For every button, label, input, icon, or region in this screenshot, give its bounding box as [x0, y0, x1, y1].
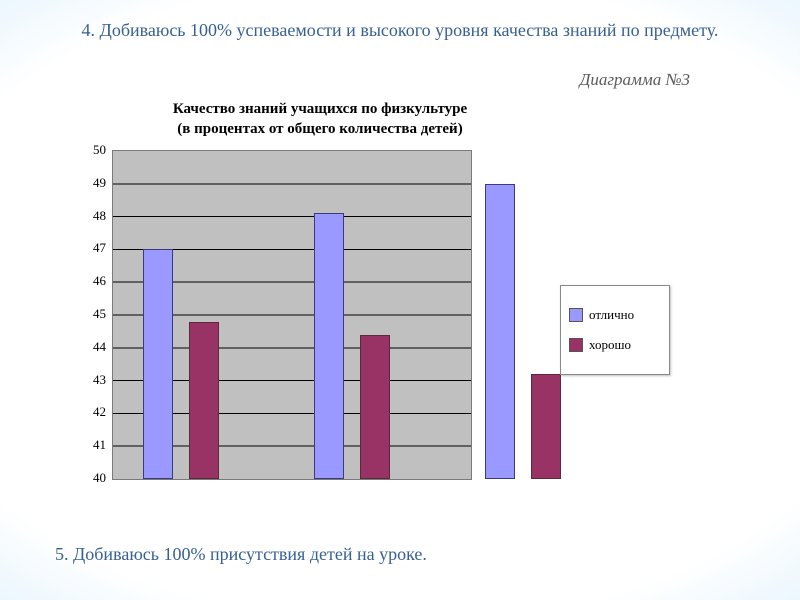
bar-excellent — [485, 184, 515, 479]
legend-item: хорошо — [569, 337, 661, 353]
bar-excellent — [143, 249, 173, 479]
bar-good — [189, 322, 219, 479]
diagram-number-label: Диаграмма №3 — [580, 70, 690, 90]
bar-good — [531, 374, 561, 479]
legend-swatch-excellent — [569, 308, 583, 322]
chart-title: Качество знаний учащихся по физкультуре … — [120, 100, 520, 139]
chart-title-line2: (в процентах от общего количества детей) — [177, 121, 462, 137]
bar-excellent — [314, 213, 344, 479]
legend-item: отлично — [569, 307, 661, 323]
footer-text: 5. Добиваюсь 100% присутствия детей на у… — [55, 544, 427, 565]
legend-label: хорошо — [589, 337, 631, 353]
y-axis-labels: 4041424344454647484950 — [70, 150, 110, 480]
legend-swatch-good — [569, 338, 583, 352]
chart-container: 4041424344454647484950 — [70, 150, 480, 480]
bar-good — [360, 335, 390, 479]
chart-legend: отлично хорошо — [560, 285, 670, 375]
chart-title-line1: Качество знаний учащихся по физкультуре — [173, 101, 467, 117]
legend-label: отлично — [589, 307, 634, 323]
chart-plot-area — [112, 150, 472, 480]
heading-text: 4. Добиваюсь 100% успеваемости и высоког… — [40, 20, 760, 41]
